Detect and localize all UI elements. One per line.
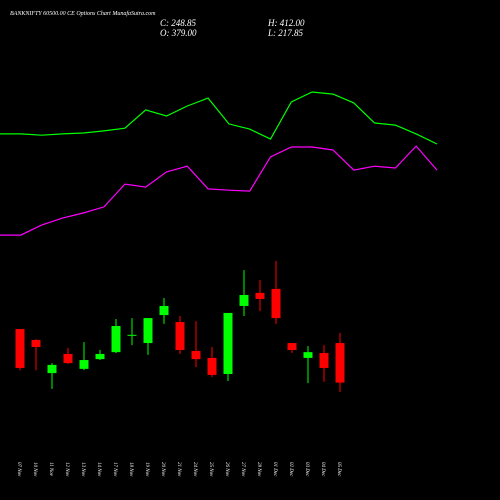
x-tick-label: 10 Nov [32, 462, 37, 477]
candle-body [175, 322, 185, 351]
x-tick-label: 19 Nov [144, 462, 149, 477]
readout: O: 379.00 [160, 28, 197, 38]
x-tick-label: 01 Dec [272, 462, 277, 477]
x-tick-label: 13 Nov [80, 462, 85, 477]
x-tick-label: 28 Nov [256, 462, 261, 477]
candle-body [31, 339, 41, 347]
candle-body [159, 305, 169, 316]
x-tick-label: 24 Nov [192, 462, 197, 477]
x-tick-label: 03 Dec [304, 462, 309, 477]
x-tick-label: 27 Nov [240, 462, 245, 477]
indicator-line [0, 91, 438, 145]
candle-body [287, 343, 297, 351]
candle-body [303, 352, 313, 358]
x-tick-label: 21 Nov [176, 462, 181, 477]
x-tick-label: 18 Nov [128, 462, 133, 477]
candle-body [207, 357, 217, 375]
chart-title: BANKNIFTY 60500.00 CE Options Chart Muna… [10, 10, 156, 17]
x-tick-label: 20 Nov [160, 462, 165, 477]
candle-body [79, 360, 89, 369]
x-tick-label: 04 Dec [320, 462, 325, 477]
readout: L: 217.85 [267, 28, 304, 38]
x-tick-label: 05 Dec [336, 462, 341, 477]
readout: H: 412.00 [267, 18, 305, 28]
x-tick-label: 26 Nov [224, 462, 229, 477]
candle-body [191, 350, 201, 360]
candle-body [223, 312, 233, 375]
x-tick-label: 02 Dec [288, 462, 293, 477]
candle-body [15, 329, 25, 368]
candle-body [143, 318, 153, 344]
indicator-line [0, 145, 438, 236]
x-tick-label: 07 Nov [16, 462, 21, 477]
x-tick-label: 17 Nov [112, 462, 117, 477]
candle-body [111, 326, 121, 353]
candle-body [255, 292, 265, 299]
readout: C: 248.85 [160, 18, 197, 28]
candle-body [239, 295, 249, 306]
candle-body [95, 353, 105, 360]
candle-body [127, 334, 137, 336]
x-tick-label: 12 Nov [64, 462, 69, 477]
candle-body [335, 343, 345, 383]
x-tick-label: 14 Nov [96, 462, 101, 477]
candle-body [271, 288, 281, 319]
x-tick-label: 25 Nov [208, 462, 213, 477]
x-tick-label: 11 Nov [48, 462, 53, 477]
candle-body [319, 353, 329, 368]
candle-body [63, 353, 73, 364]
candle-body [47, 364, 57, 374]
